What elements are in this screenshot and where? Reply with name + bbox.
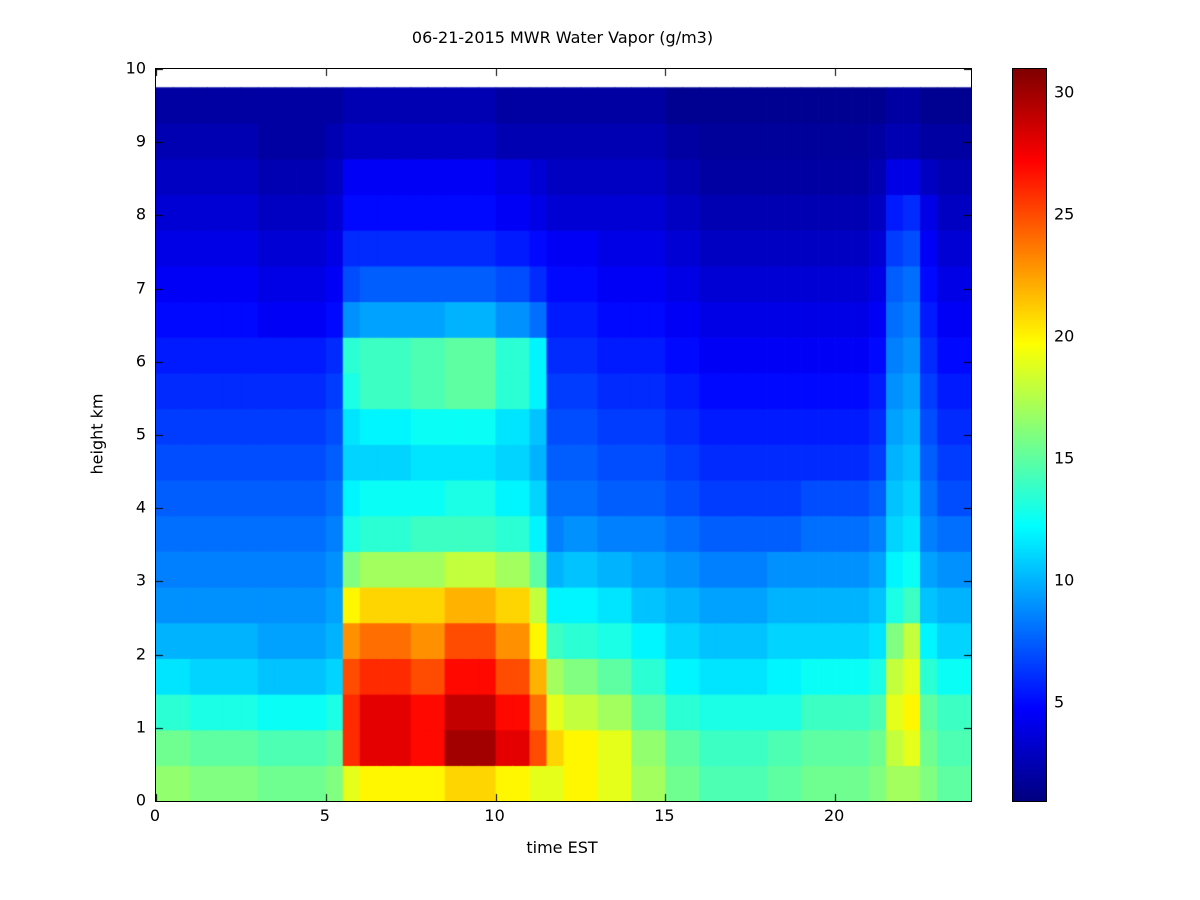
y-tick-label: 10 xyxy=(125,58,146,78)
x-tick-label: 20 xyxy=(823,806,845,825)
y-tick-label: 1 xyxy=(135,717,146,737)
chart-title: 06-21-2015 MWR Water Vapor (g/m3) xyxy=(411,28,714,47)
y-tick-label: 2 xyxy=(135,644,146,664)
y-tick-label: 5 xyxy=(135,424,146,444)
x-axis-label: time EST xyxy=(526,838,598,857)
y-tick-label: 9 xyxy=(135,131,146,151)
x-tick-label: 10 xyxy=(484,806,505,825)
y-tick-label: 0 xyxy=(135,790,146,810)
plot-area xyxy=(155,68,972,802)
colorbar xyxy=(1012,68,1047,802)
colorbar-tick-label: 30 xyxy=(1054,82,1075,102)
colorbar-tick-label: 10 xyxy=(1054,570,1075,590)
x-tick-label: 0 xyxy=(149,806,161,825)
y-tick-label: 8 xyxy=(135,204,146,224)
colorbar-tick-label: 5 xyxy=(1054,692,1065,712)
y-axis-label: height km xyxy=(87,393,107,475)
y-tick-label: 4 xyxy=(135,497,146,517)
y-tick-label: 6 xyxy=(135,351,146,371)
colorbar-tick-label: 15 xyxy=(1054,448,1075,468)
x-tick-label: 5 xyxy=(319,806,330,825)
y-tick-label: 7 xyxy=(135,278,146,298)
colorbar-canvas xyxy=(1013,69,1046,801)
colorbar-tick-label: 25 xyxy=(1054,204,1075,224)
heatmap-canvas xyxy=(156,69,971,801)
x-tick-label: 15 xyxy=(654,806,675,825)
colorbar-tick-label: 20 xyxy=(1054,326,1075,346)
y-tick-label: 3 xyxy=(135,570,146,590)
